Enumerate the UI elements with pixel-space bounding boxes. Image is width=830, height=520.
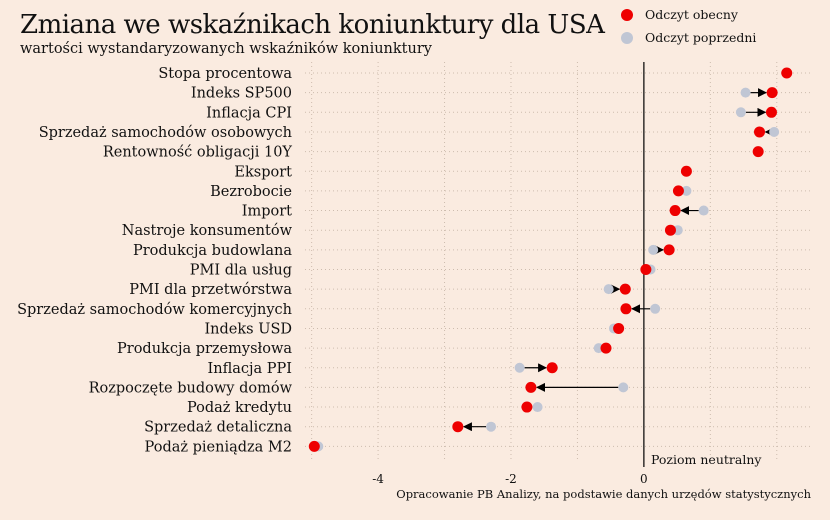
legend-label-current: Odczyt obecny — [645, 7, 738, 22]
category-label: Podaż pieniądza M2 — [145, 439, 292, 455]
category-label: Produkcja budowlana — [133, 243, 292, 259]
point-current — [546, 362, 558, 374]
point-current — [754, 126, 765, 138]
legend: Odczyt obecny Odczyt poprzedni — [615, 3, 756, 49]
point-current — [781, 67, 793, 79]
point-previous — [769, 126, 780, 137]
category-label: Indeks USD — [204, 321, 292, 337]
point-current — [619, 283, 631, 295]
legend-item-current: Odczyt obecny — [615, 3, 756, 26]
point-current — [669, 205, 681, 217]
x-tick-label: 0 — [640, 472, 648, 486]
category-label: Sprzedaż samochodów komercyjnych — [17, 302, 292, 318]
point-current — [452, 421, 464, 433]
category-label: Import — [242, 204, 292, 220]
category-label: PMI dla przetwórstwa — [129, 282, 292, 298]
point-previous — [698, 205, 709, 216]
point-current — [672, 185, 684, 197]
chart-title: Zmiana we wskaźnikach koniunktury dla US… — [20, 10, 605, 40]
legend-item-previous: Odczyt poprzedni — [615, 26, 756, 49]
category-label: Rentowność obligacji 10Y — [103, 145, 293, 161]
point-previous — [514, 362, 525, 373]
point-current — [600, 342, 612, 354]
point-current — [680, 165, 692, 177]
x-tick-label: -4 — [372, 472, 384, 486]
point-current — [521, 401, 533, 413]
category-label: Inflacja PPI — [208, 361, 293, 377]
point-previous — [532, 402, 543, 413]
chart-subtitle: wartości wystandaryzowanych wskaźników k… — [20, 41, 432, 57]
point-current — [308, 440, 320, 452]
category-label: Inflacja CPI — [206, 105, 292, 121]
point-current — [766, 87, 778, 99]
source-caption: Opracowanie PB Analizy, na podstawie dan… — [396, 487, 811, 501]
point-previous — [650, 303, 661, 314]
category-label: Stopa procentowa — [158, 66, 292, 82]
category-label: Sprzedaż detaliczna — [144, 420, 292, 436]
category-label: Bezrobocie — [210, 184, 292, 200]
category-label: PMI dla usług — [190, 263, 292, 279]
legend-swatch-current — [621, 8, 633, 21]
neutral-level-label: Poziom neutralny — [651, 452, 762, 467]
point-current — [640, 264, 652, 275]
point-current — [525, 381, 537, 393]
point-previous — [681, 185, 692, 196]
category-label: Produkcja przemysłowa — [117, 341, 292, 357]
x-tick-label: -2 — [505, 472, 517, 486]
legend-swatch-previous — [621, 31, 633, 44]
point-current — [620, 303, 632, 315]
category-label: Rozpoczęte budowy domów — [89, 380, 293, 396]
point-current — [613, 322, 625, 334]
point-previous — [603, 284, 614, 295]
category-label: Nastroje konsumentów — [122, 223, 293, 239]
legend-label-previous: Odczyt poprzedni — [645, 30, 757, 45]
category-label: Eksport — [234, 164, 292, 180]
category-label: Indeks SP500 — [191, 86, 292, 102]
point-previous — [735, 107, 746, 118]
point-current — [664, 224, 676, 236]
point-current — [752, 146, 764, 158]
point-previous — [618, 382, 629, 393]
point-current — [663, 244, 675, 256]
category-label: Podaż kredytu — [187, 400, 292, 416]
category-label: Sprzedaż samochodów osobowych — [39, 125, 292, 141]
point-current — [765, 106, 777, 118]
point-previous — [740, 87, 751, 98]
point-previous — [648, 244, 659, 255]
point-previous — [486, 421, 497, 432]
